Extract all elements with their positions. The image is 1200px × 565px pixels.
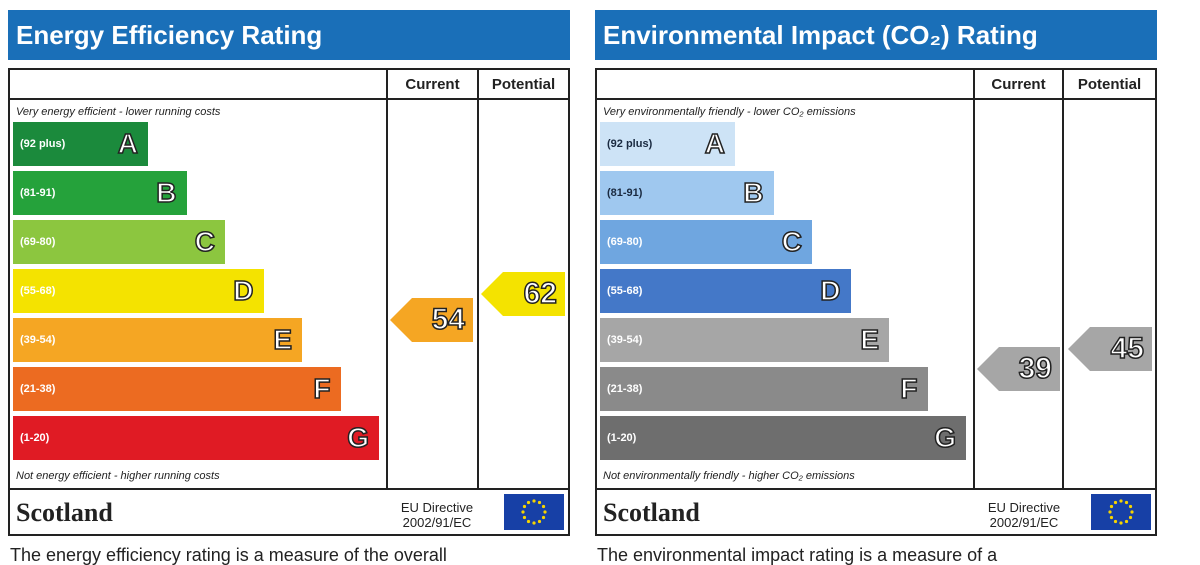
band-letter: B (156, 176, 178, 209)
current-rating-arrow: 39 (977, 347, 1060, 391)
band-range-label: (39-54) (20, 334, 56, 346)
band-letter: G (346, 421, 369, 454)
region-label: Scotland (603, 498, 700, 527)
potential-rating-value: 62 (523, 276, 558, 311)
band-c: (69-80) C (600, 220, 812, 264)
eu-flag-icon (504, 494, 564, 530)
potential-rating-value: 45 (1110, 332, 1145, 367)
band-range-label: (69-80) (607, 236, 643, 248)
band-range-label: (92 plus) (20, 138, 66, 150)
band-f: (21-38) F (600, 367, 928, 411)
potential-rating-arrow: 45 (1068, 327, 1152, 372)
footer-text: The energy efficiency rating is a measur… (10, 545, 447, 565)
eu-directive: EU Directive 2002/91/EC (969, 500, 1079, 530)
caption-top: Very energy efficient - lower running co… (16, 106, 221, 118)
current-rating-arrow: 54 (390, 298, 473, 342)
band-letter: C (781, 225, 803, 258)
divider-potential (1062, 70, 1064, 490)
rating-frame: Current Potential Very energy efficient … (8, 68, 570, 536)
divider-current (973, 70, 975, 490)
band-f: (21-38) F (13, 367, 341, 411)
band-range-label: (81-91) (607, 187, 643, 199)
band-g: (1-20) G (13, 416, 379, 460)
band-letter: B (743, 176, 765, 209)
divider-potential (477, 70, 479, 490)
environmental-impact-panel: Environmental Impact (CO₂) Rating Curren… (595, 10, 1157, 565)
band-range-label: (55-68) (607, 285, 643, 297)
band-d: (55-68) D (13, 269, 264, 313)
current-rating-value: 54 (431, 302, 466, 337)
caption-top: Very environmentally friendly - lower CO… (603, 106, 856, 118)
column-potential: Potential (491, 76, 556, 93)
caption-bottom: Not environmentally friendly - higher CO… (603, 470, 855, 482)
directive-line-2: 2002/91/EC (402, 515, 472, 530)
directive-line-2: 2002/91/EC (989, 515, 1059, 530)
band-c: (69-80) C (13, 220, 225, 264)
directive-line-1: EU Directive (987, 500, 1061, 515)
band-range-label: (21-38) (607, 383, 643, 395)
footer-text: The environmental impact rating is a mea… (597, 545, 998, 565)
chart-title: Environmental Impact (CO₂) Rating (595, 10, 1157, 60)
band-b: (81-91) B (13, 171, 187, 215)
column-current: Current (991, 76, 1046, 93)
column-current: Current (405, 76, 460, 93)
band-letter: F (900, 372, 919, 405)
band-a: (92 plus) A (13, 122, 148, 166)
band-range-label: (92 plus) (607, 138, 653, 150)
band-d: (55-68) D (600, 269, 851, 313)
region-label: Scotland (16, 498, 113, 527)
potential-arrow-shape (1068, 327, 1152, 372)
band-letter: E (273, 323, 293, 356)
band-range-label: (1-20) (607, 432, 637, 444)
band-range-label: (69-80) (20, 236, 56, 248)
band-a: (92 plus) A (600, 122, 735, 166)
eu-directive: EU Directive 2002/91/EC (382, 500, 492, 530)
band-letter: E (860, 323, 880, 356)
directive-line-1: EU Directive (400, 500, 474, 515)
footer-divider (597, 488, 1155, 490)
chart-title: Energy Efficiency Rating (8, 10, 570, 60)
header-divider (597, 98, 1155, 100)
column-potential: Potential (1077, 76, 1142, 93)
band-letter: D (820, 274, 842, 307)
energy-efficiency-panel: Energy Efficiency Rating Current Potenti… (8, 10, 570, 565)
potential-rating-arrow: 62 (481, 271, 565, 316)
band-range-label: (81-91) (20, 187, 56, 199)
potential-arrow-shape (481, 271, 565, 316)
band-e: (39-54) E (13, 318, 302, 362)
band-e: (39-54) E (600, 318, 889, 362)
current-arrow-shape (390, 298, 473, 342)
footer-divider (10, 488, 568, 490)
band-letter: A (704, 127, 726, 160)
band-letter: F (313, 372, 332, 405)
current-rating-value: 39 (1018, 351, 1053, 386)
band-letter: D (233, 274, 255, 307)
band-letter: G (933, 421, 956, 454)
current-arrow-shape (977, 347, 1060, 391)
band-range-label: (55-68) (20, 285, 56, 297)
band-range-label: (39-54) (607, 334, 643, 346)
band-g: (1-20) G (600, 416, 966, 460)
band-range-label: (1-20) (20, 432, 50, 444)
eu-flag-icon (1091, 494, 1151, 530)
header-divider (10, 98, 568, 100)
rating-frame: Current Potential Very environmentally f… (595, 68, 1157, 536)
caption-bottom: Not energy efficient - higher running co… (16, 470, 220, 482)
band-letter: A (117, 127, 139, 160)
band-b: (81-91) B (600, 171, 774, 215)
band-letter: C (194, 225, 216, 258)
band-range-label: (21-38) (20, 383, 56, 395)
divider-current (386, 70, 388, 490)
